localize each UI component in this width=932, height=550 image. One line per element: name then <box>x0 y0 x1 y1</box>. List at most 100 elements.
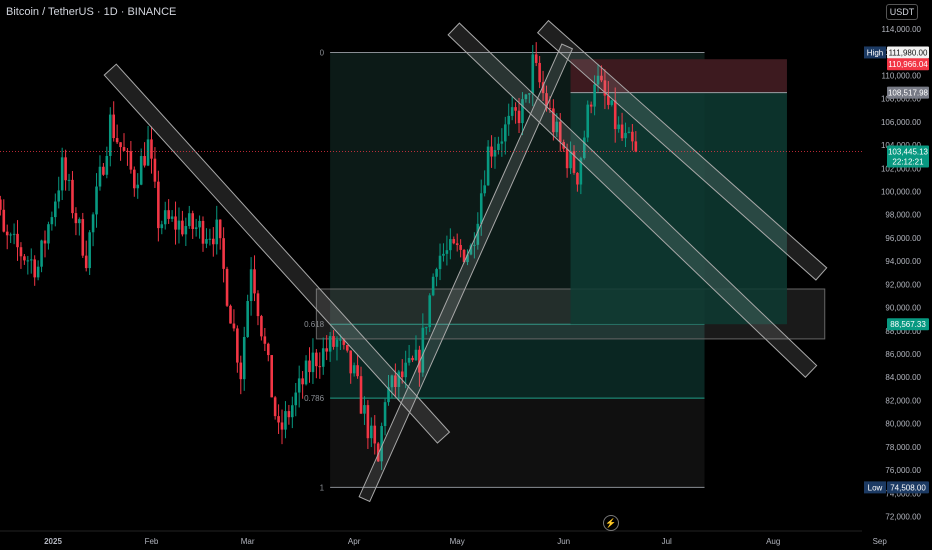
candle-body <box>273 397 277 417</box>
candle-body <box>229 305 232 324</box>
candle-body <box>613 100 617 130</box>
candle-body <box>126 150 129 152</box>
candle-body <box>108 114 112 156</box>
candle-body <box>277 416 280 423</box>
candle-body <box>294 392 298 406</box>
candle-body <box>545 93 548 108</box>
candle-body <box>634 141 638 152</box>
fib-zone-lower <box>330 398 705 488</box>
candle-body <box>222 238 225 269</box>
candle-body <box>332 336 335 347</box>
candle-body <box>325 348 328 352</box>
price-axis-tick-label: 72,000.00 <box>885 513 921 522</box>
candle-body <box>225 268 229 306</box>
candle-body <box>105 155 109 175</box>
candle-body <box>47 224 50 244</box>
candle-body <box>71 179 74 214</box>
candle-body <box>376 443 380 462</box>
candle-body <box>541 82 545 94</box>
candle-body <box>380 426 383 462</box>
candle-body <box>2 209 6 232</box>
candle-body <box>359 376 363 414</box>
candle-body <box>191 213 195 229</box>
candle-body <box>153 158 157 182</box>
price-axis-tick-label: 100,000.00 <box>881 188 922 197</box>
candle-body <box>301 378 304 385</box>
candle-body <box>534 54 538 63</box>
candle-body <box>184 226 188 235</box>
candle-body <box>400 371 404 378</box>
candle-body <box>421 327 425 373</box>
currency-button[interactable]: USDT <box>886 4 918 20</box>
candle-body <box>119 142 122 148</box>
candle-body <box>232 323 236 329</box>
candle-body <box>50 217 54 225</box>
candle-body <box>617 124 620 130</box>
candle-body <box>476 223 480 245</box>
time-axis-label: Feb <box>145 537 159 546</box>
candle-body <box>198 220 201 228</box>
candle-body <box>187 213 191 227</box>
time-axis-label: Aug <box>766 537 780 546</box>
candle-body <box>315 352 318 367</box>
price-tag-high-badge <box>864 46 886 59</box>
candle-body <box>291 405 294 418</box>
candle-body <box>218 219 222 239</box>
candle-body <box>390 375 394 388</box>
candle-body <box>0 199 2 210</box>
fib-level-label: 0.618 <box>304 320 325 329</box>
candle-body <box>311 352 315 373</box>
candle-body <box>345 344 349 351</box>
candle-body <box>205 239 208 244</box>
candle-body <box>136 184 140 189</box>
candle-body <box>490 146 493 157</box>
price-tag-low-badge-text: Low <box>868 483 883 492</box>
candle-body <box>349 350 353 374</box>
bar-countdown-text: 22:12:21 <box>892 158 924 167</box>
price-axis-tick-label: 108,000.00 <box>881 95 922 104</box>
candle-body <box>36 266 40 278</box>
candle-body <box>466 254 469 263</box>
candle-body <box>452 239 456 244</box>
candle-body <box>610 100 614 105</box>
candle-body <box>524 94 528 100</box>
candle-body <box>473 244 476 246</box>
lightning-icon[interactable]: ⚡ <box>603 515 619 531</box>
candle-body <box>43 240 47 244</box>
candle-body <box>586 104 590 138</box>
candle-body <box>263 336 267 344</box>
candle-body <box>370 425 373 439</box>
price-tag-stop-text: 110,966.04 <box>888 60 928 69</box>
candle-body <box>194 227 198 229</box>
candle-body <box>19 247 23 257</box>
candle-body <box>548 107 552 109</box>
candle-body <box>215 219 219 245</box>
candle-body <box>514 107 517 111</box>
candle-body <box>531 54 535 94</box>
candle-body <box>507 115 511 125</box>
candle-body <box>414 349 418 361</box>
candle-body <box>270 355 274 398</box>
candle-body <box>328 336 332 352</box>
candle-body <box>407 357 411 363</box>
candle-body <box>16 233 19 248</box>
candle-body <box>95 186 98 215</box>
candle-body <box>435 269 438 277</box>
candle-body <box>266 343 270 356</box>
candle-body <box>607 95 610 105</box>
candle-body <box>521 99 524 124</box>
price-axis-tick-label: 76,000.00 <box>885 466 921 475</box>
candle-body <box>67 179 71 181</box>
candle-body <box>26 260 30 262</box>
price-tag-target-text: 88,567.33 <box>890 320 926 329</box>
candle-body <box>157 181 160 229</box>
price-axis-tick-label: 90,000.00 <box>885 304 921 313</box>
candle-body <box>256 293 260 317</box>
trend-channel-may-downtrend-upper <box>447 22 818 378</box>
candle-body <box>517 110 521 124</box>
price-axis-tick-label: 98,000.00 <box>885 211 921 220</box>
candle-body <box>253 269 256 294</box>
candle-body <box>297 378 301 393</box>
trend-channel-jan-downtrend <box>103 63 451 444</box>
